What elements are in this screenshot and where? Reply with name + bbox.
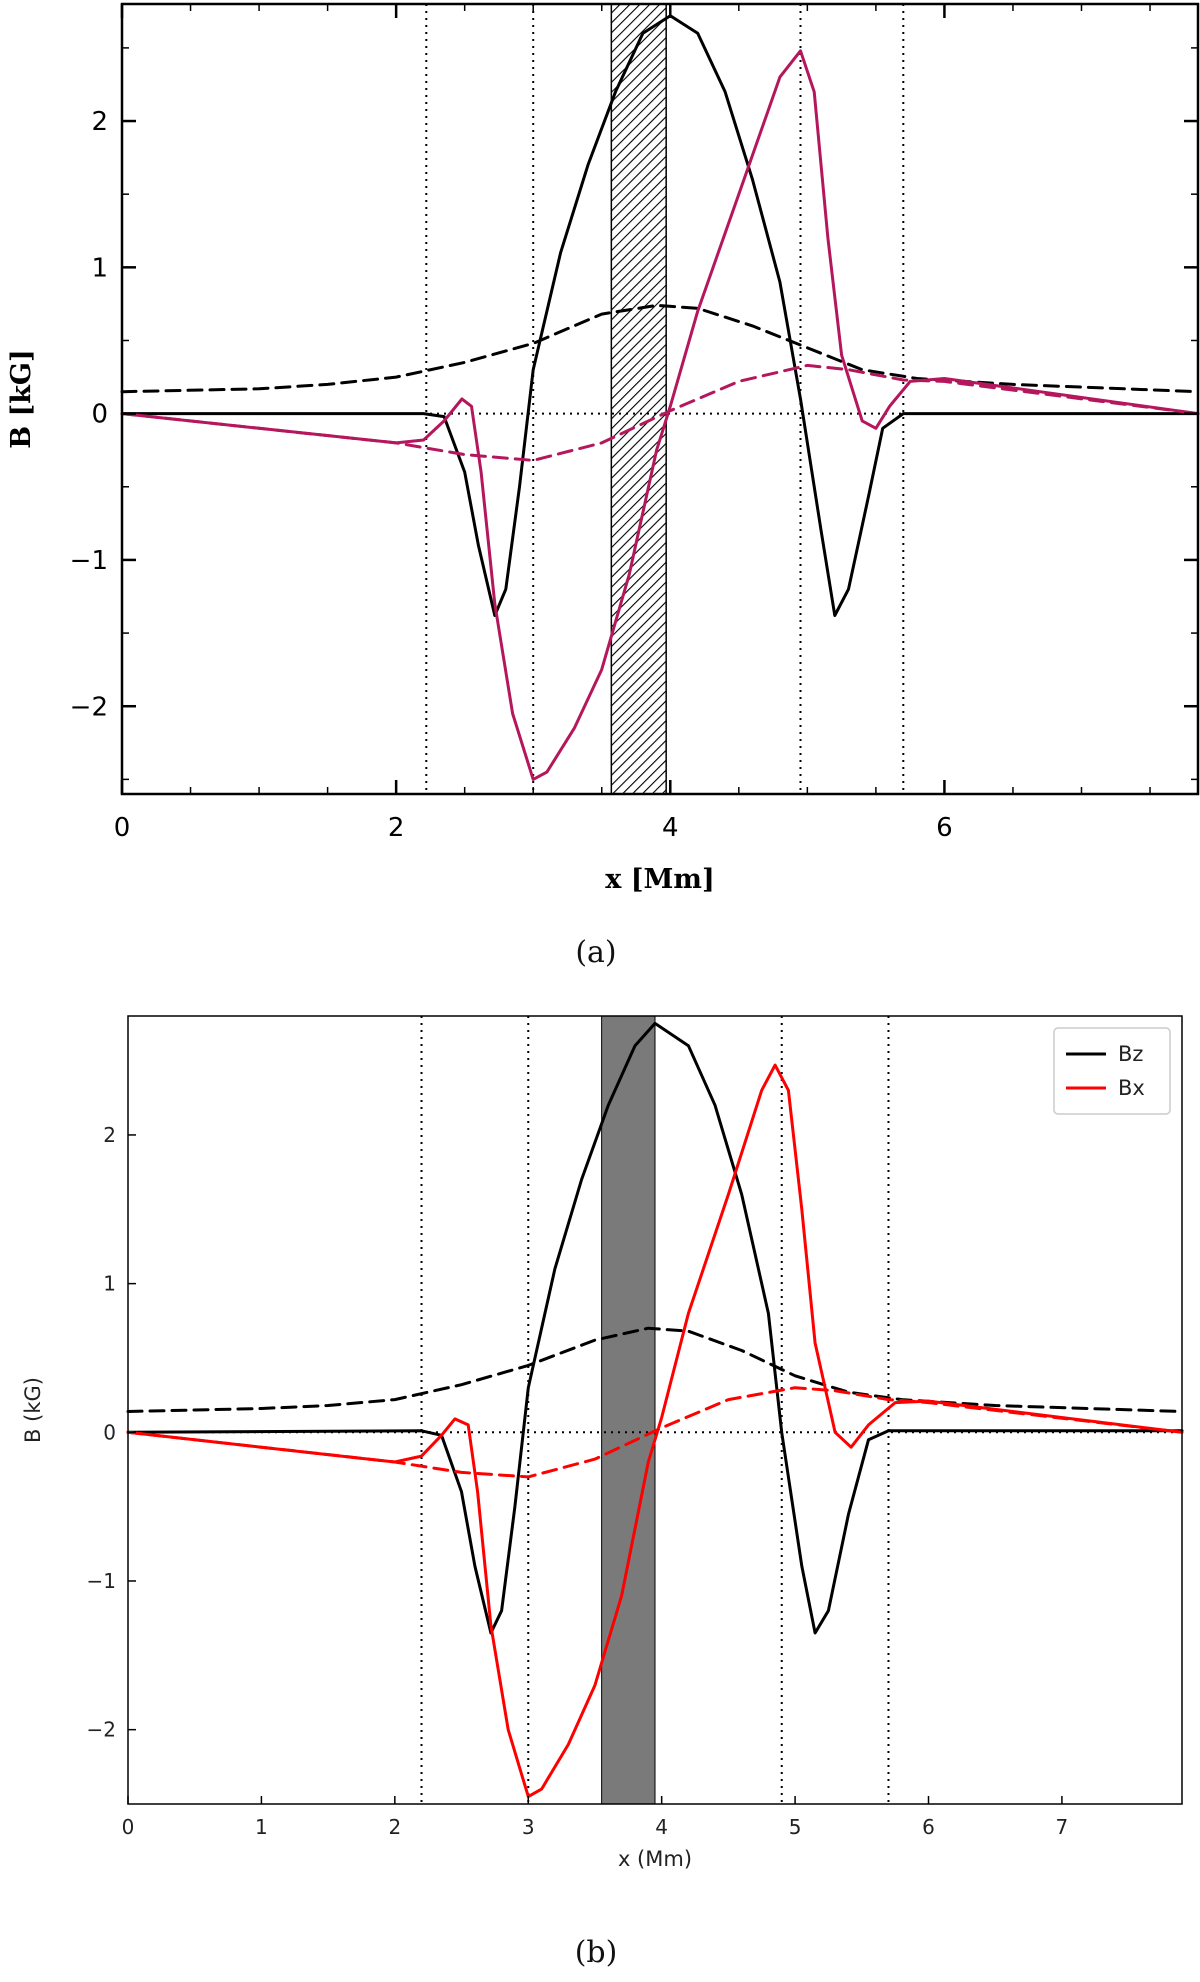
plot-frame (120, 2, 1200, 796)
caption-a: (a) (575, 935, 616, 970)
x-tick-label: 7 (1056, 1815, 1069, 1839)
y-tick-label: 0 (103, 1420, 116, 1444)
shaded-band (601, 1015, 656, 1805)
x-tick-label: 1 (255, 1815, 268, 1839)
x-tick-label: 5 (789, 1815, 802, 1839)
series-line-bz (126, 1021, 1184, 1635)
x-tick-label: 6 (922, 1815, 935, 1839)
x-tick-label: 6 (936, 813, 953, 843)
y-tick-label: −1 (87, 1569, 116, 1593)
series-line-bx (126, 1063, 1184, 1799)
x-tick-label: 3 (522, 1815, 535, 1839)
x-tick-label: 4 (655, 1815, 668, 1839)
series-line-bz (120, 14, 1200, 617)
y-axis-label: B [kG] (6, 349, 37, 449)
series-line-bz-dashed (120, 303, 1200, 394)
series-line-bx-dashed (126, 1386, 1184, 1479)
y-tick-label: −2 (87, 1718, 116, 1742)
y-tick-label: 0 (91, 400, 108, 430)
series-line-bx-dashed (120, 363, 1200, 462)
legend-label-bz: Bz (1118, 1042, 1143, 1066)
legend-label-bx: Bx (1118, 1076, 1145, 1100)
y-tick-label: −2 (70, 692, 108, 722)
caption-b: (b) (575, 1935, 618, 1970)
legend-box (1053, 1027, 1171, 1115)
chart-b: 0 1 2 3 4 5 6 7 −2 −1 0 1 2 x (Mm) B (kG) Bz Bx (21, 1015, 1184, 1871)
shaded-band (610, 3, 667, 795)
series-line-bx (120, 49, 1200, 781)
x-tick-label: 0 (114, 813, 131, 843)
y-axis-label: B (kG) (21, 1377, 45, 1443)
x-axis-label: x (Mm) (618, 1847, 692, 1871)
x-tick-label: 2 (388, 813, 405, 843)
chart-a: 0 2 4 6 −2 −1 0 1 2 x [Mm] B [kG] (6, 2, 1200, 895)
y-tick-label: −1 (70, 546, 108, 576)
y-tick-label: 1 (91, 253, 108, 283)
plot-frame (127, 1015, 1183, 1805)
y-tick-label: 2 (91, 107, 108, 137)
series-line-bz-dashed (126, 1326, 1184, 1413)
x-tick-label: 2 (388, 1815, 401, 1839)
x-tick-label: 4 (662, 813, 679, 843)
y-tick-label: 1 (103, 1272, 116, 1296)
x-axis-label: x [Mm] (605, 864, 715, 895)
y-tick-label: 2 (103, 1123, 116, 1147)
x-tick-label: 0 (122, 1815, 135, 1839)
